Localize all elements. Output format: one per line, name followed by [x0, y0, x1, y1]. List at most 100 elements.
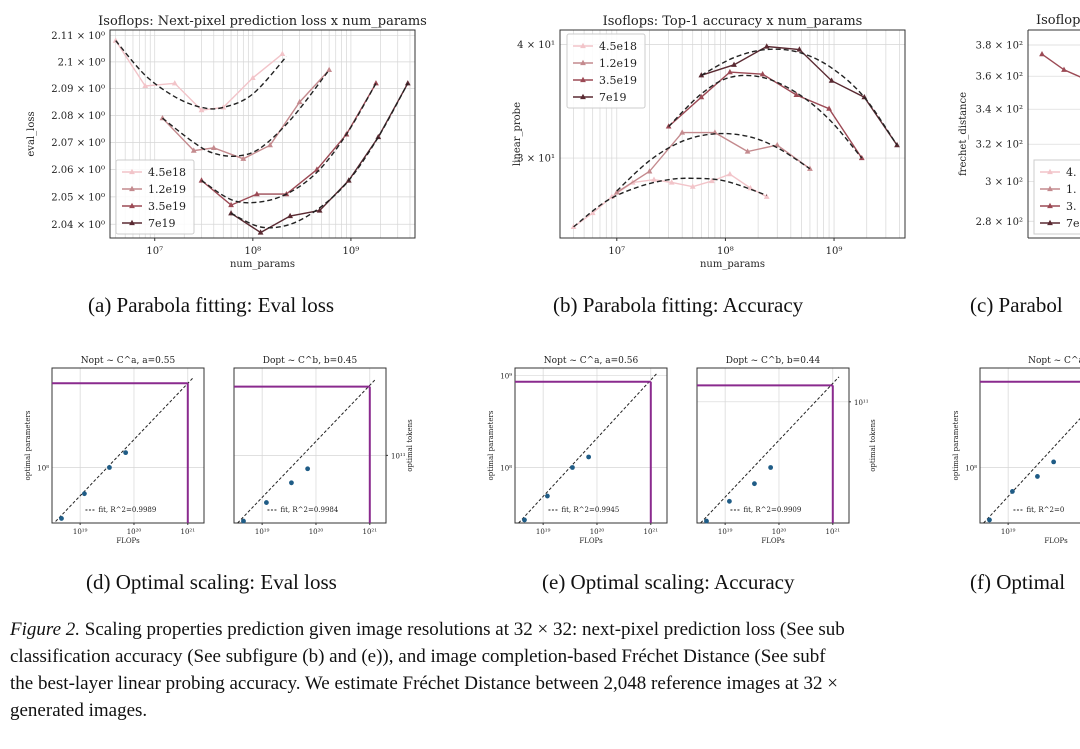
data-point — [373, 80, 379, 86]
panel-title: Nopt ~ C^a, a=0.56 — [544, 356, 639, 366]
x-axis-label: num_params — [700, 259, 765, 270]
legend-marker — [580, 59, 586, 66]
y-tick-label: 10⁸ — [500, 464, 512, 472]
x-tick-label: 10²¹ — [644, 528, 659, 536]
data-point — [646, 168, 653, 174]
data-point — [768, 465, 774, 470]
x-tick-label: 10¹⁹ — [536, 528, 551, 536]
legend-label: 3.5e19 — [599, 74, 637, 87]
y-tick-label: 10¹¹ — [391, 452, 406, 460]
data-point — [249, 74, 256, 81]
y-tick-label: 3.4 × 10² — [976, 105, 1023, 116]
fit-curve — [230, 82, 409, 229]
data-point — [763, 193, 770, 199]
legend: 4.5e18 1.2e19 3.5e19 7e19 — [115, 159, 195, 235]
y-tick-label: 3.6 × 10² — [976, 72, 1023, 83]
grid — [52, 368, 204, 523]
grid — [234, 368, 386, 523]
fit-line — [55, 376, 195, 522]
data-point — [586, 454, 592, 460]
data-point — [171, 80, 178, 86]
series-line — [668, 71, 863, 159]
data-point — [1051, 459, 1057, 465]
y-tick-label: 4 × 10¹ — [517, 40, 555, 51]
data-point — [668, 179, 675, 185]
panel-title: Nopt ~ C^a, a=0.55 — [81, 356, 176, 366]
data-point — [1010, 489, 1015, 494]
data-point — [305, 466, 311, 472]
data-point — [727, 170, 733, 177]
data-point — [613, 189, 620, 195]
y-tick-label: 2.1 × 10⁰ — [58, 57, 105, 68]
y-axis-label: eval_loss — [26, 111, 37, 156]
plot-frame — [109, 29, 416, 239]
series-line — [616, 131, 811, 193]
data-point — [198, 106, 205, 113]
data-point — [589, 209, 596, 216]
grid — [515, 368, 667, 523]
series-3.5e19 — [198, 80, 379, 208]
data-point — [240, 155, 247, 161]
data-point — [289, 480, 294, 486]
caption-line: the best-layer linear probing accuracy. … — [10, 673, 838, 694]
caption-text: Scaling properties prediction given imag… — [80, 619, 845, 640]
legend-label: 4.5e18 — [148, 166, 186, 179]
y-tick-label: 2.09 × 10⁰ — [51, 84, 105, 95]
plot-frame — [514, 367, 668, 524]
data-point — [759, 71, 766, 77]
y-tick-label: 3.2 × 10² — [976, 140, 1023, 151]
x-axis-label: FLOPs — [579, 537, 603, 545]
panel-title: Dopt ~ C^b, b=0.44 — [726, 356, 821, 366]
y-tick-label: 2.8 × 10² — [976, 217, 1023, 228]
legend-box — [115, 159, 195, 235]
x-tick-label: 10⁹ — [826, 246, 843, 257]
grid — [697, 368, 849, 523]
fit-curve — [201, 82, 377, 204]
data-point — [763, 43, 770, 49]
x-axis-label: FLOPs — [761, 537, 785, 545]
chart-title: Isoflops: Top-1 accuracy x num_params — [603, 14, 863, 29]
x-tick-label: 10²⁰ — [127, 528, 142, 536]
data-point — [123, 450, 129, 456]
y-tick-label: 3 × 10² — [985, 177, 1023, 188]
data-point — [296, 98, 303, 105]
data-point — [826, 105, 832, 111]
x-axis-label: FLOPs — [1044, 537, 1068, 545]
scaling-panel: Nopt ~ C^a, a=0.55 10¹⁹ 10²⁰ 10²¹ 10⁸ FLOPs op… — [24, 356, 205, 545]
x-tick-label: 10⁸ — [717, 246, 734, 257]
y-tick-label: 10⁹ — [500, 372, 512, 380]
data-point — [241, 518, 246, 524]
fit-curve — [616, 132, 811, 192]
data-point — [744, 148, 751, 154]
data-point — [570, 465, 575, 470]
subcaption-f: (f) Optimal — [970, 570, 1065, 594]
data-point — [264, 500, 269, 505]
legend-marker — [580, 93, 586, 100]
data-point — [679, 129, 686, 135]
chart-b: 3 × 10¹ 4 × 10¹ 10⁷ 10⁸ 10⁹ Isoflops: Top-1 a… — [512, 14, 906, 270]
fit-curve — [162, 69, 330, 157]
data-point — [107, 465, 112, 470]
plot-frame — [233, 367, 387, 524]
caption-line: generated images. — [10, 700, 147, 721]
legend-label: fit, R^2=0.9984 — [280, 506, 338, 514]
y-tick-label: 2.04 × 10⁰ — [51, 220, 105, 231]
legend-label: 1.2e19 — [599, 57, 637, 70]
x-tick-label: 10¹⁹ — [1001, 528, 1016, 536]
legend-label: 3.5e19 — [148, 200, 186, 213]
legend-marker — [1047, 202, 1053, 209]
data-point — [82, 491, 87, 497]
plot-frame — [559, 29, 906, 239]
legend-label: 3. — [1066, 200, 1077, 213]
data-point — [404, 80, 411, 86]
legend-marker — [129, 202, 135, 209]
chart-title: Isoflop — [1036, 13, 1080, 28]
legend-marker — [1047, 219, 1053, 226]
x-axis-label: num_params — [230, 259, 295, 270]
fit-curve — [573, 177, 767, 228]
y-tick-label: 2.07 × 10⁰ — [51, 138, 105, 149]
data-point — [287, 212, 294, 219]
y-tick-label: 2.11 × 10⁰ — [51, 31, 105, 42]
data-point — [228, 201, 234, 208]
fit-line — [983, 417, 1080, 524]
